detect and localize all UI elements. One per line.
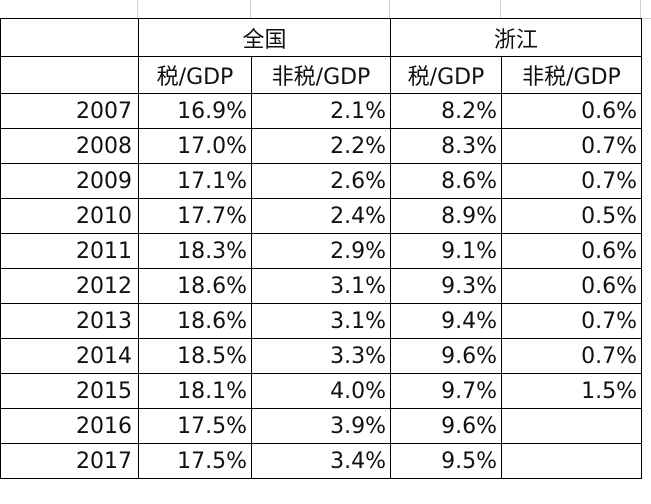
year-cell[interactable]: 2008	[0, 128, 139, 164]
year-cell[interactable]: 2013	[0, 303, 139, 339]
year-cell[interactable]: 2007	[0, 93, 139, 129]
value-cell[interactable]: 18.5%	[138, 338, 252, 374]
value-cell[interactable]: 16.9%	[138, 93, 252, 129]
value-cell[interactable]: 0.7%	[501, 163, 642, 199]
value-cell[interactable]: 3.3%	[251, 338, 391, 374]
year-cell[interactable]: 2011	[0, 233, 139, 269]
value-cell[interactable]: 8.9%	[390, 198, 502, 234]
value-cell[interactable]: 9.1%	[390, 233, 502, 269]
table-row: 2014 18.5% 3.3% 9.6% 0.7%	[0, 338, 642, 374]
group-header-national[interactable]: 全国	[138, 18, 391, 57]
value-cell[interactable]: 0.5%	[501, 198, 642, 234]
value-cell[interactable]: 0.7%	[501, 303, 642, 339]
table-row: 2008 17.0% 2.2% 8.3% 0.7%	[0, 128, 642, 164]
header-sub-row: 税/GDP 非税/GDP 税/GDP 非税/GDP	[0, 56, 642, 94]
year-cell[interactable]: 2012	[0, 268, 139, 304]
year-cell[interactable]: 2010	[0, 198, 139, 234]
value-cell[interactable]: 2.6%	[251, 163, 391, 199]
value-cell[interactable]: 18.6%	[138, 268, 252, 304]
value-cell[interactable]: 0.6%	[501, 268, 642, 304]
previous-row-stub	[0, 0, 651, 19]
col-header-tax-gdp-zhejiang[interactable]: 税/GDP	[390, 56, 502, 94]
value-cell[interactable]: 8.2%	[390, 93, 502, 129]
col-header-nontax-gdp-zhejiang[interactable]: 非税/GDP	[501, 56, 642, 94]
value-cell[interactable]: 9.4%	[390, 303, 502, 339]
value-cell[interactable]: 17.5%	[138, 408, 252, 444]
gridline	[389, 0, 390, 18]
gridline	[640, 0, 641, 18]
value-cell[interactable]: 9.5%	[390, 443, 502, 479]
value-cell[interactable]: 9.3%	[390, 268, 502, 304]
value-cell[interactable]: 4.0%	[251, 373, 391, 409]
year-cell[interactable]: 2015	[0, 373, 139, 409]
table-row: 2007 16.9% 2.1% 8.2% 0.6%	[0, 93, 642, 129]
value-cell[interactable]: 9.6%	[390, 408, 502, 444]
gridline	[137, 0, 138, 18]
table-row: 2013 18.6% 3.1% 9.4% 0.7%	[0, 303, 642, 339]
value-cell[interactable]: 0.6%	[501, 233, 642, 269]
value-cell[interactable]: 2.2%	[251, 128, 391, 164]
col-header-nontax-gdp-national[interactable]: 非税/GDP	[251, 56, 391, 94]
year-cell[interactable]: 2017	[0, 443, 139, 479]
value-cell[interactable]	[501, 443, 642, 479]
value-cell[interactable]: 8.6%	[390, 163, 502, 199]
col-header-tax-gdp-national[interactable]: 税/GDP	[138, 56, 252, 94]
value-cell[interactable]: 3.1%	[251, 303, 391, 339]
value-cell[interactable]: 3.9%	[251, 408, 391, 444]
gridline	[250, 0, 251, 18]
header-group-row: 全国 浙江	[0, 18, 642, 57]
value-cell[interactable]: 17.7%	[138, 198, 252, 234]
value-cell[interactable]: 2.9%	[251, 233, 391, 269]
year-cell[interactable]: 2016	[0, 408, 139, 444]
value-cell[interactable]: 17.5%	[138, 443, 252, 479]
table-row: 2011 18.3% 2.9% 9.1% 0.6%	[0, 233, 642, 269]
value-cell[interactable]: 18.3%	[138, 233, 252, 269]
gridline	[500, 0, 501, 18]
value-cell[interactable]: 3.4%	[251, 443, 391, 479]
empty-header-cell[interactable]	[0, 56, 139, 94]
group-header-zhejiang[interactable]: 浙江	[390, 18, 642, 57]
table-row: 2016 17.5% 3.9% 9.6%	[0, 408, 642, 444]
value-cell[interactable]: 3.1%	[251, 268, 391, 304]
value-cell[interactable]: 0.7%	[501, 128, 642, 164]
value-cell[interactable]: 17.1%	[138, 163, 252, 199]
value-cell[interactable]: 18.6%	[138, 303, 252, 339]
value-cell[interactable]: 2.4%	[251, 198, 391, 234]
value-cell[interactable]: 8.3%	[390, 128, 502, 164]
year-cell[interactable]: 2014	[0, 338, 139, 374]
value-cell[interactable]: 17.0%	[138, 128, 252, 164]
value-cell[interactable]: 2.1%	[251, 93, 391, 129]
value-cell[interactable]: 1.5%	[501, 373, 642, 409]
table-row: 2017 17.5% 3.4% 9.5%	[0, 443, 642, 479]
table-row: 2012 18.6% 3.1% 9.3% 0.6%	[0, 268, 642, 304]
table-row: 2015 18.1% 4.0% 9.7% 1.5%	[0, 373, 642, 409]
value-cell[interactable]: 0.6%	[501, 93, 642, 129]
value-cell[interactable]: 0.7%	[501, 338, 642, 374]
empty-corner-cell[interactable]	[0, 18, 139, 57]
year-cell[interactable]: 2009	[0, 163, 139, 199]
value-cell[interactable]	[501, 408, 642, 444]
value-cell[interactable]: 9.6%	[390, 338, 502, 374]
table-row: 2009 17.1% 2.6% 8.6% 0.7%	[0, 163, 642, 199]
table-row: 2010 17.7% 2.4% 8.9% 0.5%	[0, 198, 642, 234]
data-table: 全国 浙江 税/GDP 非税/GDP 税/GDP 非税/GDP 2007 16.9…	[0, 18, 642, 479]
value-cell[interactable]: 9.7%	[390, 373, 502, 409]
value-cell[interactable]: 18.1%	[138, 373, 252, 409]
